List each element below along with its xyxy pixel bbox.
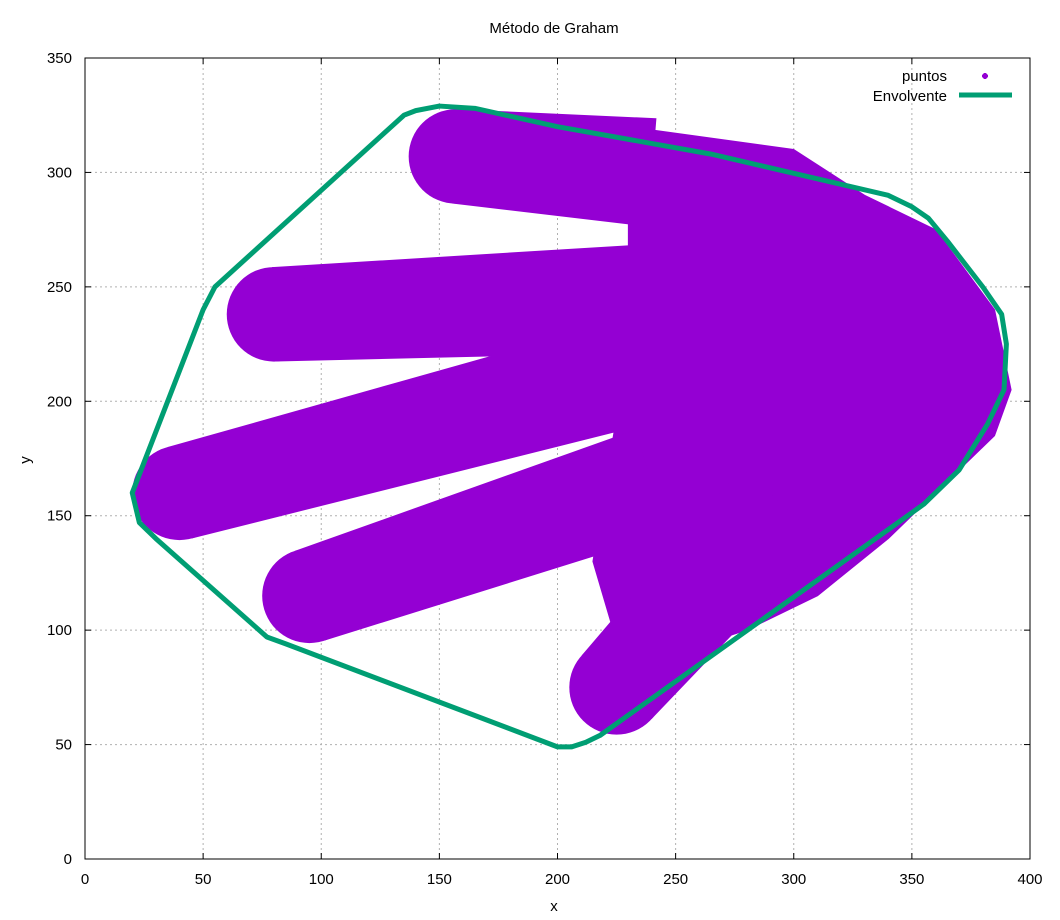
y-axis-label: y bbox=[17, 456, 34, 464]
legend-label-envolvente: Envolvente bbox=[873, 88, 947, 105]
points-finger bbox=[271, 244, 655, 362]
y-tick-label: 250 bbox=[47, 279, 72, 296]
x-tick-label: 150 bbox=[427, 871, 452, 888]
y-tick-label: 200 bbox=[47, 393, 72, 410]
x-tick-label: 250 bbox=[663, 871, 688, 888]
y-tick-label: 0 bbox=[64, 851, 72, 868]
series-envolvente-line bbox=[129, 103, 1009, 750]
x-tick-label: 0 bbox=[81, 871, 89, 888]
axis-ticks: 0 50 100 150 200 250 300 350 400 0 50 100 150 200 250 3… bbox=[47, 50, 1043, 888]
points-fingertip bbox=[132, 445, 227, 541]
x-tick-label: 100 bbox=[309, 871, 334, 888]
y-tick-label: 100 bbox=[47, 622, 72, 639]
points-fingertip bbox=[569, 640, 664, 735]
points-fingertip bbox=[226, 267, 322, 362]
legend: puntos Envolvente bbox=[873, 68, 1012, 105]
x-tick-label: 350 bbox=[899, 871, 924, 888]
x-tick-label: 300 bbox=[781, 871, 806, 888]
y-tick-label: 150 bbox=[47, 508, 72, 525]
x-tick-label: 200 bbox=[545, 871, 570, 888]
plot-area bbox=[129, 103, 1012, 750]
y-tick-label: 50 bbox=[55, 737, 72, 754]
points-fingertip bbox=[408, 109, 504, 204]
y-tick-label: 300 bbox=[47, 164, 72, 181]
x-tick-label: 50 bbox=[195, 871, 212, 888]
series-puntos bbox=[132, 109, 1012, 735]
points-finger bbox=[294, 429, 670, 641]
legend-swatch-puntos bbox=[982, 73, 988, 79]
legend-label-puntos: puntos bbox=[902, 68, 947, 85]
x-axis-label: x bbox=[550, 898, 558, 915]
points-finger bbox=[452, 109, 657, 227]
legend-point-mark bbox=[982, 73, 988, 79]
points-fingertip bbox=[262, 548, 357, 644]
chart-title: Método de Graham bbox=[489, 20, 618, 37]
points-finger bbox=[167, 314, 666, 539]
y-tick-label: 350 bbox=[47, 50, 72, 67]
x-tick-label: 400 bbox=[1017, 871, 1042, 888]
